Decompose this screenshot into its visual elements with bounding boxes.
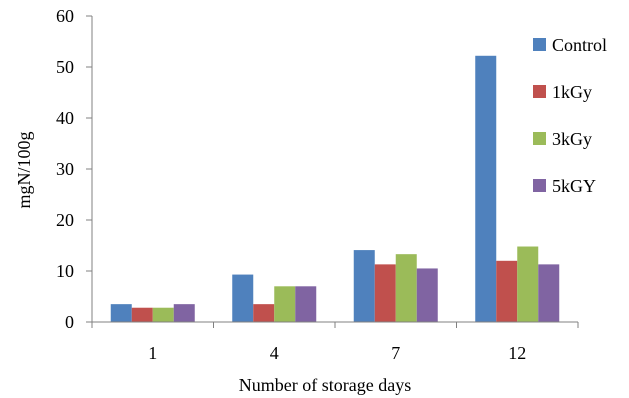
legend-label: 1kGy xyxy=(552,82,592,102)
x-tick-label: 1 xyxy=(148,343,157,363)
bar-group xyxy=(110,55,560,322)
x-tick-label: 7 xyxy=(391,343,400,363)
x-tick-label: 12 xyxy=(508,343,526,363)
bar xyxy=(152,307,174,322)
legend: Control 1kGy 3kGy 5kGY xyxy=(533,35,607,196)
bar xyxy=(538,264,560,322)
legend-swatch xyxy=(533,179,546,192)
legend-swatch xyxy=(533,132,546,145)
bar xyxy=(416,268,438,322)
bar xyxy=(395,254,417,322)
bar xyxy=(173,304,195,322)
x-axis-label: Number of storage days xyxy=(239,375,411,395)
bar xyxy=(353,250,375,322)
bar xyxy=(253,304,275,322)
legend-swatch xyxy=(533,85,546,98)
x-tick-label: 4 xyxy=(270,343,279,363)
bar xyxy=(131,307,153,322)
bar xyxy=(232,274,254,322)
legend-label: 3kGy xyxy=(552,129,592,149)
legend-swatch xyxy=(533,38,546,51)
legend-label: 5kGY xyxy=(552,176,596,196)
legend-label: Control xyxy=(552,35,607,55)
bar xyxy=(295,286,317,322)
bar xyxy=(274,286,296,322)
y-tick-label: 20 xyxy=(56,210,74,230)
y-tick-label: 50 xyxy=(56,57,74,77)
bar xyxy=(517,246,539,322)
bar xyxy=(374,264,396,322)
y-tick-label: 40 xyxy=(56,108,74,128)
y-tick-label: 0 xyxy=(65,312,74,332)
y-axis-label: mgN/100g xyxy=(14,131,34,208)
bar xyxy=(110,304,132,322)
bar xyxy=(496,260,518,322)
y-tick-label: 10 xyxy=(56,261,74,281)
y-tick-label: 30 xyxy=(56,159,74,179)
axes: 0 10 20 30 40 50 60 1 4 7 12 xyxy=(56,6,579,363)
bar xyxy=(475,55,497,322)
y-tick-label: 60 xyxy=(56,6,74,26)
